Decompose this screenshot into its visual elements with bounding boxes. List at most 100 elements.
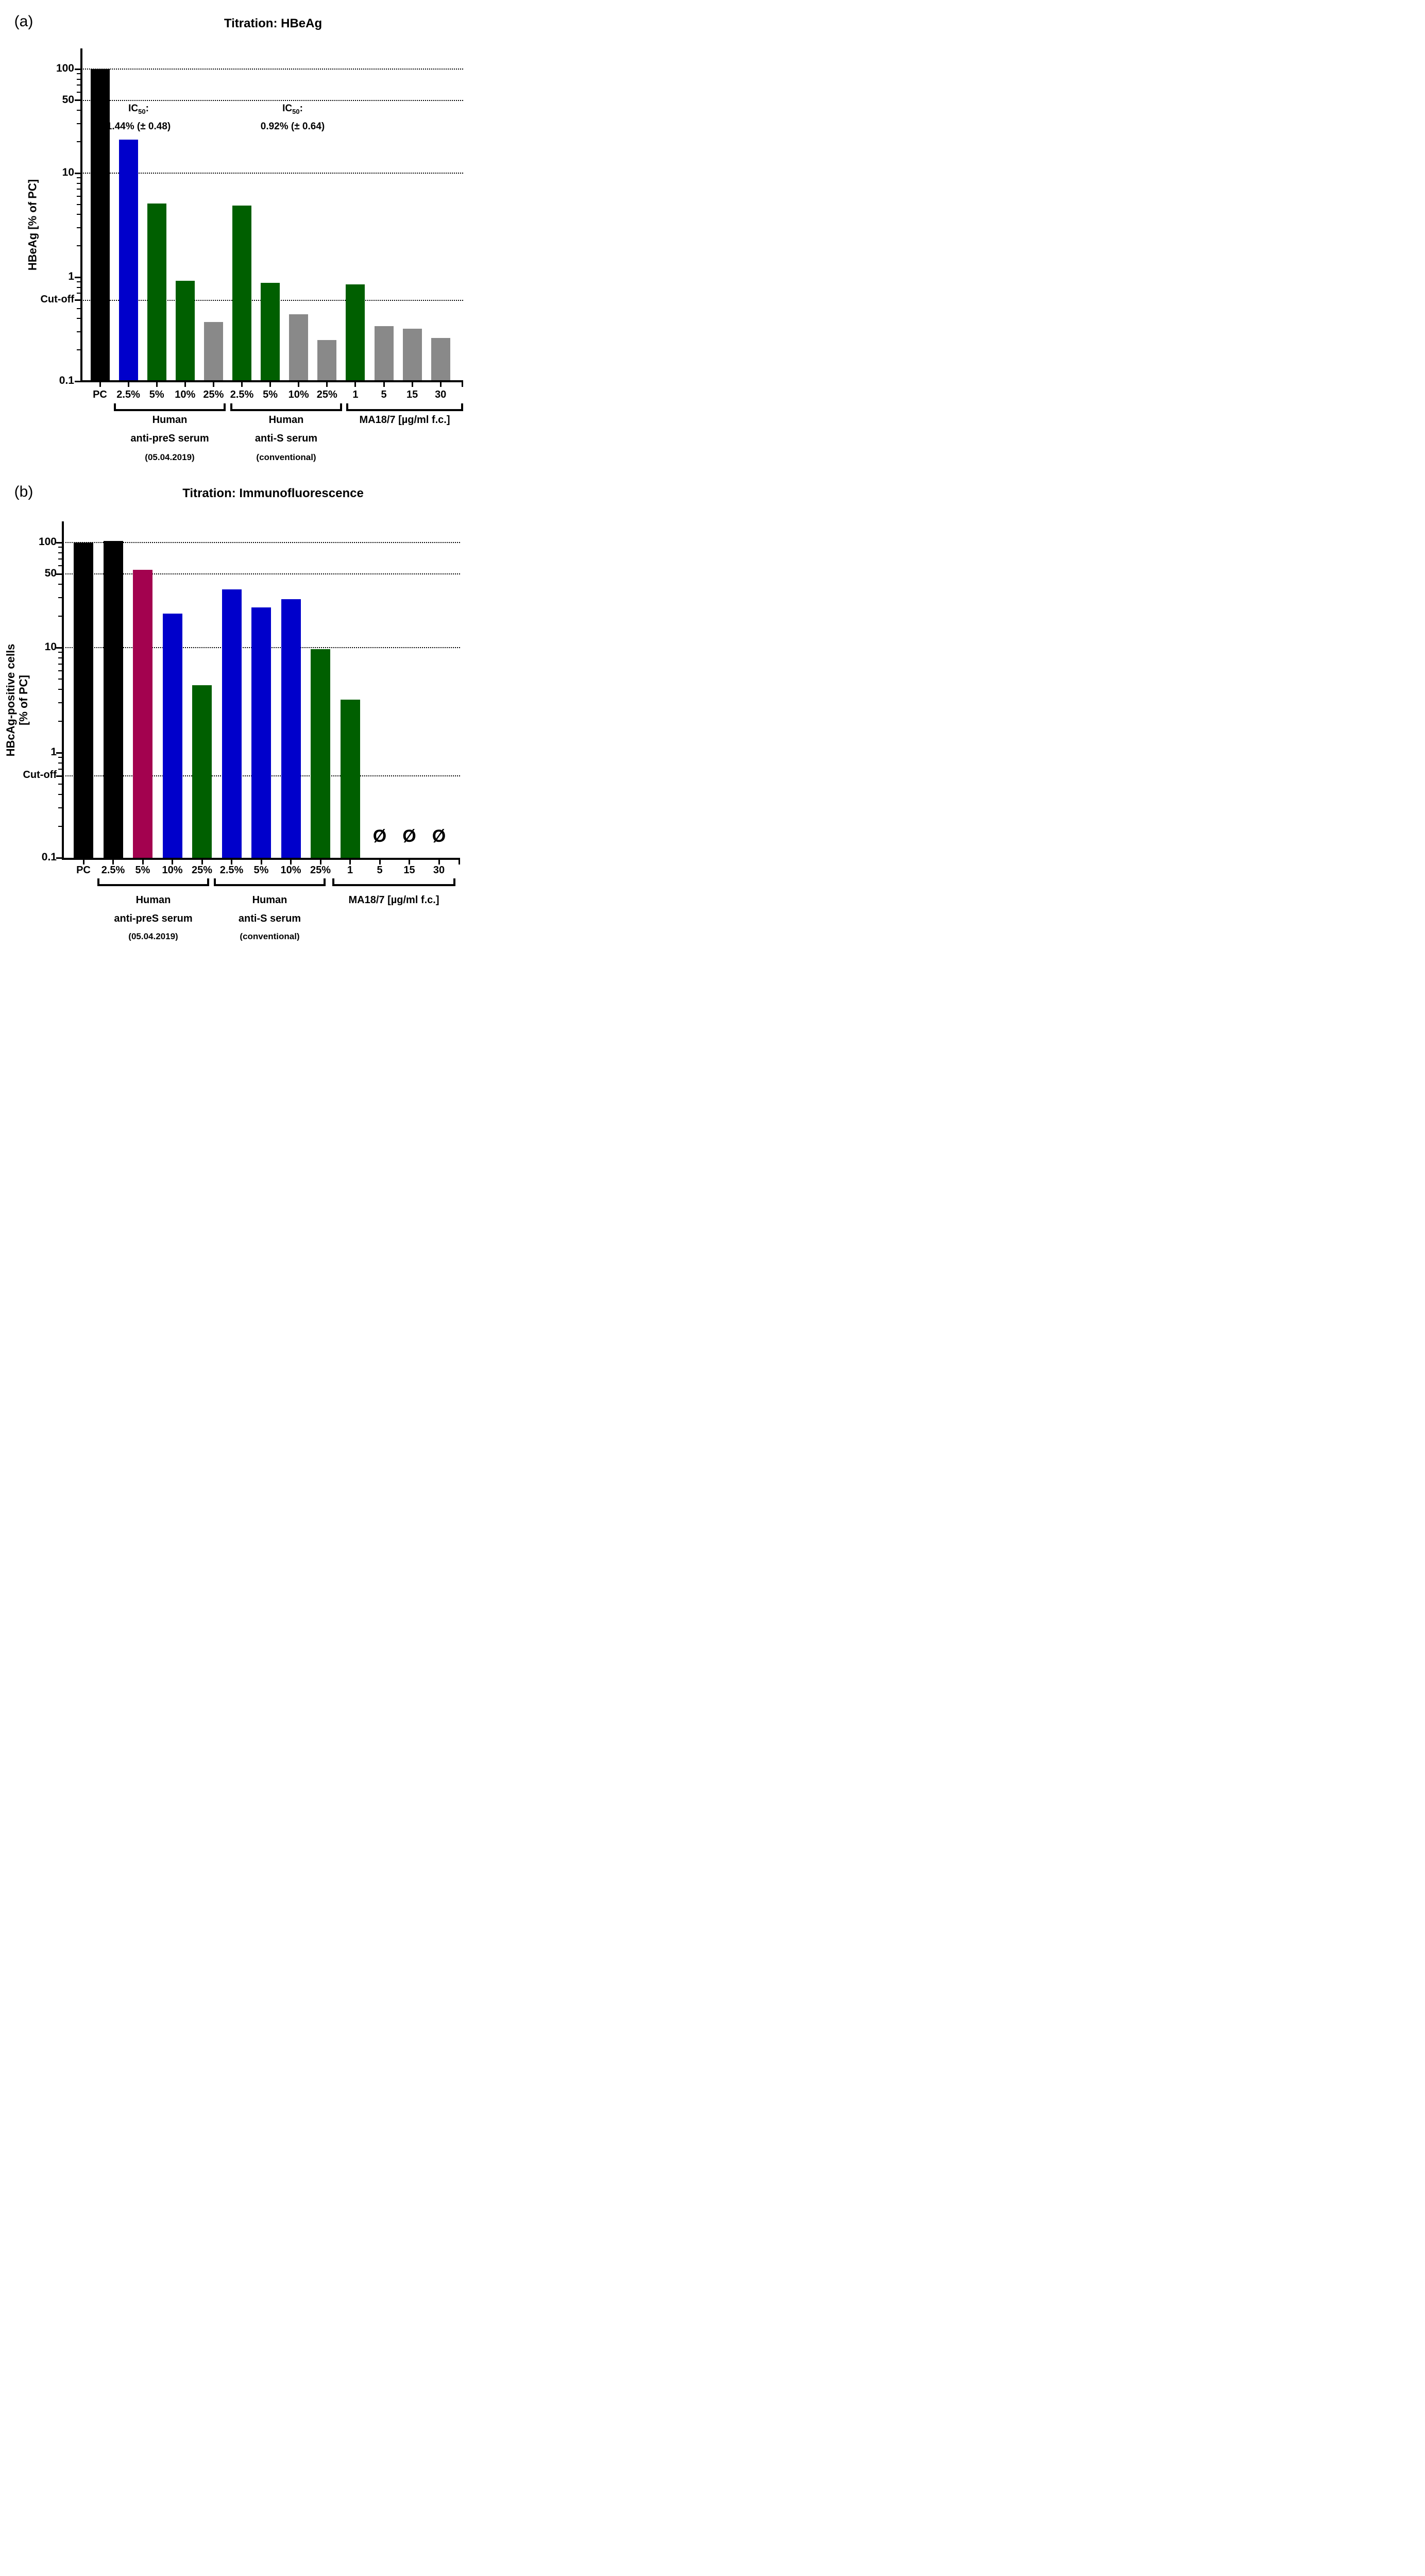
y-minor-tick (58, 807, 62, 808)
x-tick-10pct (184, 382, 186, 387)
null-marker-5: Ø (372, 826, 387, 846)
x-tick-15 (409, 860, 410, 865)
x-tick-label-15: 15 (403, 865, 415, 876)
cutoff-label: Cut-off (23, 769, 57, 781)
ic50-annotation-2: IC50: 0.92% (± 0.64) (220, 101, 365, 134)
y-tick-label-50: 50 (44, 567, 57, 580)
group-label-line-2-2: anti-S serum (238, 913, 301, 924)
cutoff-label: Cut-off (40, 293, 74, 305)
y-tick-label-10: 10 (44, 641, 57, 653)
x-tick-label-5: 5 (381, 389, 387, 400)
x-tick-label-25pct: 25% (310, 865, 331, 876)
y-minor-tick (77, 214, 80, 215)
y-minor-tick (58, 565, 62, 567)
ic50-subscript: 50 (292, 107, 300, 115)
ic50-base: IC (128, 103, 139, 114)
gridline-50 (81, 99, 463, 101)
x-tick-30 (438, 860, 440, 865)
y-major-tick-1 (75, 276, 80, 278)
y-minor-tick (58, 652, 62, 653)
y-minor-tick (77, 281, 80, 283)
x-tick-5pct (156, 382, 158, 387)
bar-7-10pct (281, 599, 301, 858)
bar-5-2-5pct (232, 205, 251, 380)
x-tick-label-10pct: 10% (162, 865, 183, 876)
panel-letter-label: (b) (14, 483, 33, 500)
x-tick-1 (354, 382, 357, 387)
null-marker-15: Ø (402, 826, 416, 846)
x-tick-label-5pct: 5% (253, 865, 269, 876)
y-minor-tick (77, 286, 80, 288)
y-major-tick-100 (56, 541, 62, 544)
x-tick-25pct (319, 860, 321, 865)
y-minor-tick (77, 141, 80, 143)
x-tick-2-5pct (231, 860, 232, 865)
x-tick-label-30: 30 (435, 389, 447, 400)
x-tick-label-30: 30 (433, 865, 445, 876)
bar-10-5 (374, 326, 394, 380)
group-bracket-1 (114, 403, 226, 411)
x-tick-label-5pct: 5% (263, 389, 278, 400)
bar-2-5pct (147, 204, 166, 380)
group-label-line-2-3: (conventional) (256, 452, 316, 462)
bar-9-1 (346, 284, 365, 380)
y-minor-tick (77, 84, 80, 86)
y-minor-tick (58, 597, 62, 598)
group-label-line-1-3: (05.04.2019) (145, 452, 195, 462)
bar-5-2-5pct (222, 589, 242, 858)
y-minor-tick (77, 73, 80, 75)
x-tick-1 (349, 860, 351, 865)
chart-title: Titration: HBeAg (224, 16, 323, 30)
y-minor-tick (77, 293, 80, 294)
x-tick-15 (411, 382, 413, 387)
y-minor-tick (58, 584, 62, 585)
y-minor-tick (77, 245, 80, 247)
group-bracket-3 (332, 878, 455, 886)
bar-6-5pct (261, 283, 280, 380)
y-axis-spine (80, 48, 82, 382)
bar-1-2-5pct (118, 139, 138, 380)
group-label-line-3-1: MA18/7 [µg/ml f.c.] (348, 894, 439, 906)
group-label-line-2-3: (conventional) (240, 931, 300, 941)
x-tick-label-25pct: 25% (203, 389, 224, 400)
x-tick-label-pc: PC (93, 389, 107, 400)
bar-1-2-5pct (103, 541, 123, 858)
bar-8-25pct (311, 649, 330, 858)
y-major-tick-50 (56, 573, 62, 575)
x-tick-5pct (260, 860, 262, 865)
x-tick-label-25pct: 25% (316, 389, 337, 400)
x-tick-label-pc: PC (76, 865, 91, 876)
ic50-base: IC (282, 103, 293, 114)
y-minor-tick (77, 110, 80, 111)
y-minor-tick (58, 702, 62, 703)
x-tick-label-2-5pct: 2.5% (219, 865, 244, 876)
y-major-tick-1 (56, 752, 62, 754)
y-minor-tick (58, 794, 62, 795)
bar-4-25pct (192, 685, 212, 858)
gridline-10 (81, 173, 463, 174)
y-minor-tick (58, 615, 62, 617)
y-major-tick-10 (56, 647, 62, 649)
y-minor-tick (77, 318, 80, 319)
x-tick-5 (383, 382, 385, 387)
bar-12-30 (431, 338, 450, 380)
y-tick-label-100: 100 (38, 536, 57, 548)
bar-3-10pct (175, 281, 195, 380)
group-label-line-1-2: anti-preS serum (114, 913, 193, 924)
y-minor-tick (58, 768, 62, 770)
x-tick-label-15: 15 (406, 389, 418, 400)
y-tick-label-0.1: 0.1 (41, 851, 57, 863)
y-minor-tick (77, 78, 80, 80)
panel-a-titration-hbeag: Titration: HBeAg (a) HBeAg [% of PC] 100 50 1… (0, 0, 475, 470)
x-tick-label-5pct: 5% (135, 865, 150, 876)
x-tick-25pct (326, 382, 328, 387)
x-tick-label-2-5pct: 2.5% (116, 389, 140, 400)
bar-11-15 (402, 328, 422, 380)
panel-letter-label: (a) (14, 13, 33, 30)
bar-3-10pct (162, 614, 182, 858)
group-label-line-1-3: (05.04.2019) (128, 931, 178, 941)
x-tick-label-10pct: 10% (288, 389, 309, 400)
y-minor-tick (77, 331, 80, 332)
y-minor-tick (58, 552, 62, 553)
bar-2-5pct (133, 569, 152, 858)
